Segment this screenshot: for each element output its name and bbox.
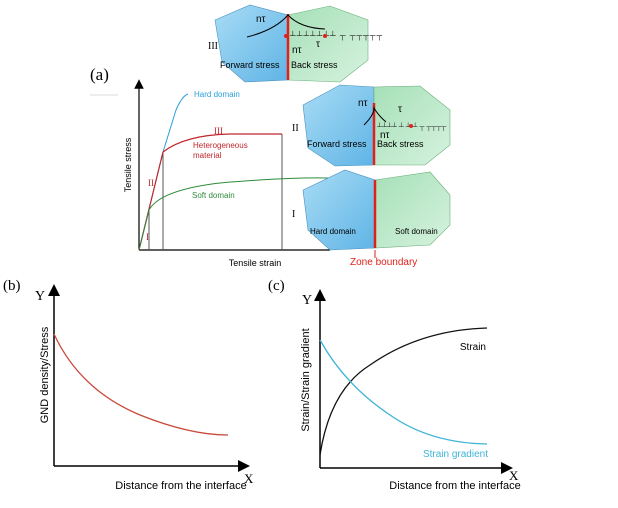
- c-x-letter: X: [509, 468, 519, 483]
- back-stress-label: Back stress: [377, 139, 424, 149]
- panel-a-label: (a): [90, 65, 109, 84]
- zone-boundary-label: Zone boundary: [350, 257, 417, 268]
- forward-stress-label: Forward stress: [307, 139, 367, 149]
- strain-curve: [319, 327, 488, 456]
- b-y-label: GND density/Stress: [39, 326, 51, 423]
- hard-domain-label: Hard domain: [194, 90, 240, 99]
- soft-domain-curve: [138, 177, 329, 251]
- strain-gradient-curve: [319, 339, 488, 445]
- svg-text:┴┴┴┴┴┴┴ ┬ ┬┬┬┬┬: ┴┴┴┴┴┴┴ ┬ ┬┬┬┬┬: [289, 30, 383, 41]
- grain-pair-stage-1: I Hard domain Soft domain: [292, 169, 451, 251]
- n-tau-label: nτ: [380, 130, 390, 141]
- hard-domain-curve: [138, 93, 189, 251]
- stage-3-grain-label: III: [208, 41, 218, 52]
- c-y-label: Strain/Strain gradient: [300, 328, 312, 431]
- b-x-letter: X: [244, 471, 254, 486]
- grain-pair-stage-2: II nτ nτ τ Forward stress Back stress ┴┴…: [292, 84, 451, 167]
- panel-c-label: (c): [268, 278, 285, 294]
- gnd-density-curve: [53, 333, 229, 436]
- panel-b-label: (b): [3, 278, 21, 294]
- n-tau-label: nτ: [256, 14, 266, 25]
- heterogeneous-label: Heterogeneous: [193, 141, 248, 150]
- forward-stress-label: Forward stress: [220, 60, 280, 70]
- back-stress-label: Back stress: [291, 60, 338, 70]
- strain-label: Strain: [460, 342, 486, 353]
- stage-1-label: I: [146, 232, 149, 242]
- heterogeneous-curve: [138, 133, 282, 251]
- n-tau-label: nτ: [292, 45, 302, 56]
- grain-hard-label: Hard domain: [310, 227, 356, 236]
- a-y-label: Tensile stress: [123, 137, 133, 192]
- c-x-label: Distance from the interface: [389, 480, 520, 492]
- stage-1-grain-label: I: [292, 209, 295, 220]
- tau-label: τ: [316, 39, 320, 50]
- soft-domain-label: Soft domain: [192, 191, 235, 200]
- b-x-label: Distance from the interface: [115, 480, 246, 492]
- b-y-letter: Y: [35, 289, 45, 304]
- stage-3-label: III: [214, 126, 223, 136]
- c-y-letter: Y: [302, 293, 312, 308]
- grain-pair-stage-3: III nτ nτ τ Forward stress Back stress ┴…: [208, 4, 383, 83]
- a-x-label: Tensile strain: [229, 258, 282, 268]
- n-tau-label: nτ: [358, 98, 368, 109]
- strain-gradient-label: Strain gradient: [423, 449, 488, 460]
- grain-soft-label: Soft domain: [395, 227, 438, 236]
- material-label: material: [193, 151, 222, 160]
- stage-2-grain-label: II: [292, 123, 299, 134]
- stage-2-label: II: [148, 178, 154, 188]
- tau-label: τ: [398, 104, 402, 115]
